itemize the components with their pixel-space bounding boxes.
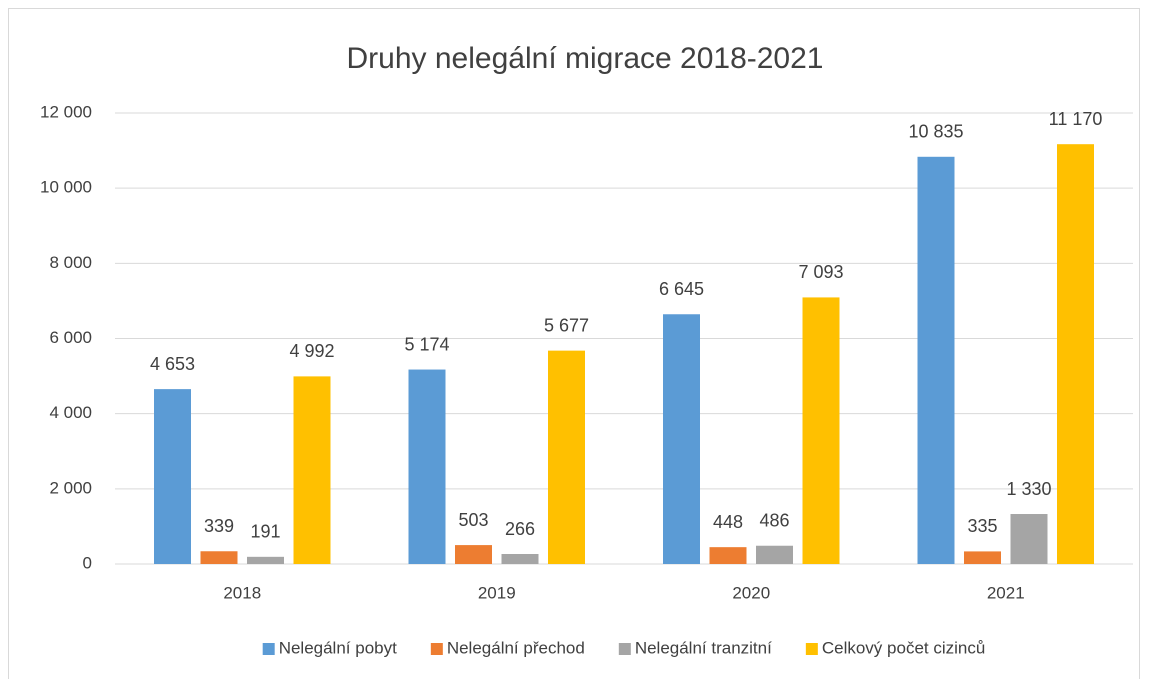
y-tick-label: 2 000 — [49, 478, 92, 497]
data-label: 335 — [967, 516, 997, 536]
data-label: 4 653 — [150, 354, 195, 374]
x-tick-label: 2019 — [478, 583, 516, 602]
data-label: 5 174 — [404, 334, 449, 354]
legend-swatch — [618, 643, 631, 655]
chart-border — [8, 8, 1140, 679]
bar — [200, 551, 238, 564]
data-label: 339 — [204, 516, 234, 536]
data-label: 4 992 — [289, 341, 334, 361]
legend-swatch — [805, 643, 818, 655]
legend-swatch — [430, 643, 443, 655]
data-label: 6 645 — [659, 279, 704, 299]
legend-swatch — [262, 643, 275, 655]
x-tick-label: 2020 — [732, 583, 770, 602]
bar — [663, 314, 700, 564]
y-tick-label: 6 000 — [49, 328, 92, 347]
data-label: 448 — [713, 512, 743, 532]
y-tick-label: 0 — [83, 553, 92, 572]
bar — [802, 297, 840, 564]
bar — [709, 547, 747, 564]
legend-label: Celkový počet cizinců — [822, 638, 985, 657]
data-label: 486 — [759, 510, 789, 530]
bar — [247, 556, 284, 564]
y-tick-label: 12 000 — [40, 102, 92, 121]
legend-label: Nelegální přechod — [447, 638, 585, 657]
y-tick-label: 8 000 — [49, 253, 92, 272]
bar — [154, 389, 191, 564]
bar — [548, 350, 585, 564]
bar — [408, 369, 446, 564]
legend-label: Nelegální pobyt — [279, 638, 397, 657]
bar — [455, 545, 492, 564]
chart-title: Druhy nelegální migrace 2018-2021 — [347, 42, 824, 75]
bar — [1057, 144, 1094, 565]
data-label: 266 — [505, 519, 535, 539]
y-tick-label: 4 000 — [49, 403, 92, 422]
bar — [756, 545, 793, 564]
data-label: 7 093 — [798, 262, 843, 282]
x-tick-label: 2018 — [223, 583, 261, 602]
x-tick-label: 2021 — [987, 583, 1025, 602]
data-label: 11 170 — [1049, 109, 1103, 129]
data-label: 1 330 — [1006, 479, 1051, 499]
y-tick-label: 10 000 — [40, 178, 92, 197]
data-label: 10 835 — [908, 122, 963, 142]
data-label: 5 677 — [544, 315, 589, 335]
bar — [964, 551, 1001, 564]
data-label: 191 — [250, 522, 280, 542]
bar — [1010, 514, 1048, 564]
data-label: 503 — [458, 510, 488, 530]
bar — [917, 156, 955, 564]
bar — [293, 376, 331, 564]
bar — [501, 554, 539, 564]
legend-label: Nelegální tranzitní — [635, 638, 772, 657]
